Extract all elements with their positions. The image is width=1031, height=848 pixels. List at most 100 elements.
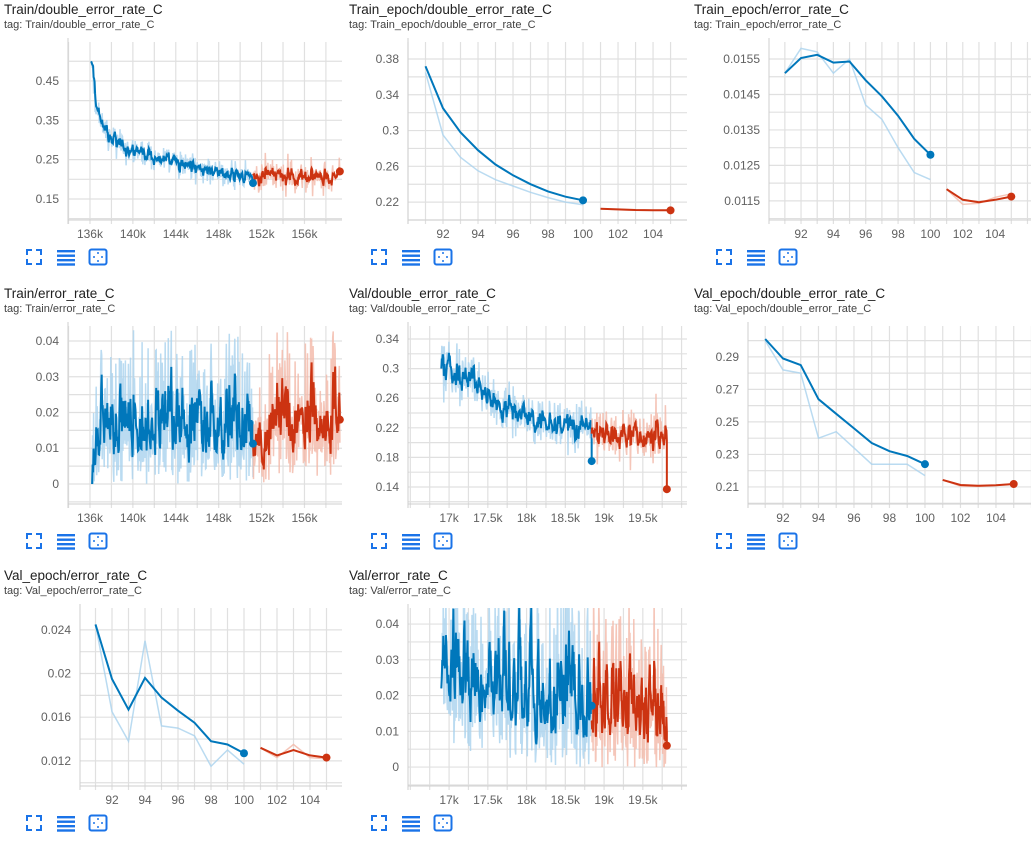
- x-tick-label: 98: [204, 793, 218, 807]
- line-chart[interactable]: 0.15 0.25 0.35 0.45 136k 140k 144k 148k 152k 156k: [0, 0, 345, 245]
- y-tick-label: 0.02: [376, 689, 400, 703]
- x-tick-label: 92: [436, 227, 450, 241]
- x-tick-label: 144k: [163, 511, 190, 525]
- run-red-last-point[interactable]: [335, 415, 344, 424]
- grid: [769, 42, 1031, 224]
- run-red-smoothed-line[interactable]: [252, 362, 341, 470]
- x-tick-label: 17k: [439, 511, 459, 525]
- run-blue-last-point[interactable]: [248, 179, 257, 188]
- run-blue-smoothed-line[interactable]: [90, 60, 254, 184]
- fullscreen-button[interactable]: [24, 531, 44, 551]
- lines-button[interactable]: [401, 813, 421, 833]
- run-blue-smoothed-line[interactable]: [91, 366, 254, 485]
- y-tick-label: 0.02: [36, 405, 60, 419]
- x-tick-label: 156k: [291, 227, 318, 241]
- run-red-last-point[interactable]: [662, 741, 671, 750]
- run-red-last-point[interactable]: [335, 167, 344, 176]
- run-red-last-point[interactable]: [662, 485, 671, 494]
- run-red-last-point[interactable]: [322, 753, 331, 762]
- run-blue-raw-line: [764, 340, 926, 477]
- fullscreen-icon: [369, 533, 389, 555]
- x-tick-label: 92: [105, 793, 119, 807]
- lines-button[interactable]: [56, 247, 76, 267]
- run-red-smoothed-line[interactable]: [946, 188, 1012, 204]
- run-red-smoothed-line[interactable]: [590, 641, 668, 743]
- x-tick-label: 94: [812, 511, 826, 525]
- y-tick-label: 0.0125: [723, 158, 760, 172]
- lines-button[interactable]: [746, 531, 766, 551]
- run-blue-smoothed-line[interactable]: [784, 53, 932, 156]
- run-red-last-point[interactable]: [1009, 480, 1018, 489]
- chart-title: Train_epoch/error_rate_C: [694, 2, 849, 17]
- run-red-smoothed-line[interactable]: [260, 746, 327, 759]
- x-tick-label: 98: [891, 227, 905, 241]
- line-chart[interactable]: 0.21 0.23 0.25 0.27 0.29 92 94 96 98 100 102 104: [690, 284, 1031, 529]
- fullscreen-icon: [369, 249, 389, 271]
- fullscreen-button[interactable]: [369, 531, 389, 551]
- fit-domain-button[interactable]: [88, 531, 108, 551]
- run-blue-smoothed-line[interactable]: [764, 338, 926, 466]
- x-tick-label: 96: [859, 227, 873, 241]
- chart-title: Val/error_rate_C: [349, 568, 448, 583]
- fit-domain-button[interactable]: [88, 813, 108, 833]
- fullscreen-icon: [24, 533, 44, 555]
- chart-title: Val/double_error_rate_C: [349, 286, 496, 301]
- fit-domain-icon: [778, 532, 798, 555]
- card-actions: [24, 531, 108, 551]
- y-tick-label: 0.03: [376, 653, 400, 667]
- fit-domain-button[interactable]: [778, 247, 798, 267]
- card-actions: [24, 813, 108, 833]
- fullscreen-button[interactable]: [24, 813, 44, 833]
- lines-button[interactable]: [56, 531, 76, 551]
- run-blue-smoothed-line[interactable]: [440, 352, 593, 444]
- run-red-last-point[interactable]: [1007, 192, 1016, 201]
- run-blue-last-point[interactable]: [587, 457, 596, 466]
- fullscreen-button[interactable]: [24, 247, 44, 267]
- x-tick-label: 18k: [517, 793, 537, 807]
- fit-domain-button[interactable]: [778, 531, 798, 551]
- line-chart[interactable]: 0.14 0.18 0.22 0.26 0.3 0.34 17k 17.5k 18k 18.5k 1…: [345, 284, 690, 529]
- y-tick-label: 0.38: [376, 52, 400, 66]
- run-red-smoothed-line[interactable]: [252, 165, 341, 187]
- line-chart[interactable]: 0.012 0.016 0.02 0.024 92 94 96 98 100 102 104: [0, 566, 345, 811]
- run-blue-last-point[interactable]: [926, 150, 935, 159]
- run-blue-smoothed-line[interactable]: [424, 65, 584, 202]
- fullscreen-button[interactable]: [369, 247, 389, 267]
- fit-domain-button[interactable]: [433, 531, 453, 551]
- run-red-smoothed-line[interactable]: [942, 478, 1014, 487]
- scalar-card: 0.21 0.23 0.25 0.27 0.29 92 94 96 98 100 102 104 Val…: [690, 284, 1031, 566]
- line-chart[interactable]: 0.0115 0.0125 0.0135 0.0145 0.0155 92 94 96 98 10…: [690, 0, 1031, 245]
- run-blue-smoothed-line[interactable]: [94, 624, 245, 755]
- fit-domain-button[interactable]: [433, 813, 453, 833]
- run-blue-last-point[interactable]: [920, 460, 929, 469]
- fullscreen-button[interactable]: [714, 531, 734, 551]
- x-tick-label: 96: [171, 793, 185, 807]
- fit-domain-icon: [88, 814, 108, 837]
- run-red-smoothed-line[interactable]: [590, 418, 668, 452]
- y-tick-label: 0.15: [36, 192, 60, 206]
- run-blue-last-point[interactable]: [239, 749, 248, 758]
- run-blue-last-point[interactable]: [587, 701, 596, 710]
- lines-button[interactable]: [401, 531, 421, 551]
- run-blue-smoothed-line[interactable]: [440, 603, 593, 745]
- run-blue-last-point[interactable]: [248, 439, 257, 448]
- run-red-last-point[interactable]: [666, 206, 675, 215]
- fullscreen-button[interactable]: [714, 247, 734, 267]
- lines-button[interactable]: [401, 247, 421, 267]
- fit-domain-button[interactable]: [433, 247, 453, 267]
- fullscreen-button[interactable]: [369, 813, 389, 833]
- lines-button[interactable]: [746, 247, 766, 267]
- lines-icon: [746, 250, 766, 271]
- run-blue-last-point[interactable]: [579, 196, 588, 205]
- line-chart[interactable]: 0 0.01 0.02 0.03 0.04 17k 17.5k 18k 18.5k 19k 19.5…: [345, 566, 690, 811]
- y-tick-label: 0: [392, 760, 399, 774]
- fit-domain-button[interactable]: [88, 247, 108, 267]
- line-chart[interactable]: 0.22 0.26 0.3 0.34 0.38 92 94 96 98 100 102 104: [345, 0, 690, 245]
- run-blue-raw-line: [440, 608, 593, 767]
- lines-button[interactable]: [56, 813, 76, 833]
- x-tick-label: 18.5k: [551, 511, 581, 525]
- line-chart[interactable]: 0 0.01 0.02 0.03 0.04 136k 140k 144k 148k 152k 156…: [0, 284, 345, 529]
- run-red-smoothed-line[interactable]: [600, 207, 671, 212]
- y-tick-label: 0.34: [376, 332, 400, 346]
- lines-icon: [56, 816, 76, 837]
